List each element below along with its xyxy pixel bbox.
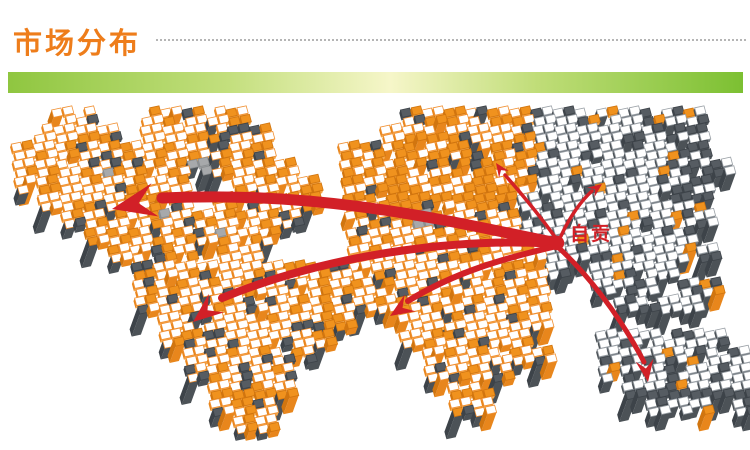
title-dotted-divider [156,39,746,41]
origin-dot [549,235,565,251]
arrow-north-america-head [112,183,159,217]
origin-label: 自贡 [570,222,612,245]
export-arrows-layer [112,163,654,382]
arrow-north-russia-head [496,163,509,178]
arrow-africa [390,243,560,316]
arrow-south-america-head [193,293,224,322]
map-tiles-layer [10,105,750,441]
arrow-south-america [193,238,561,322]
arrow-northeast-asia-head [587,184,602,198]
green-gradient-banner [8,72,743,93]
arrow-north-america [112,183,563,249]
page-title: 市场分布 [13,28,142,60]
arrow-australia-head [635,358,654,382]
arrow-australia [556,245,654,382]
arrow-north-russia [496,163,557,239]
arrow-africa-head [390,294,416,316]
arrow-northeast-asia [559,184,602,238]
